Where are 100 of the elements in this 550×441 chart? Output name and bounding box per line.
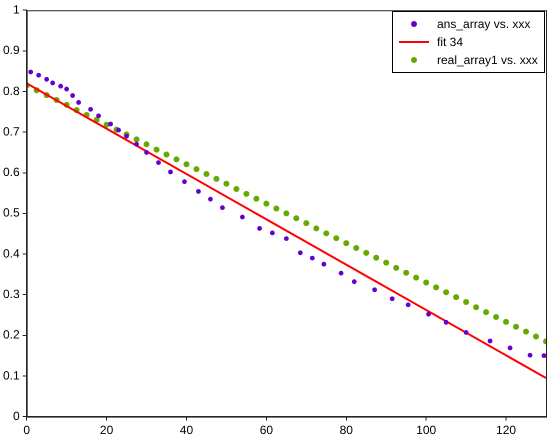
point [444, 320, 449, 325]
point [220, 205, 225, 210]
legend-label: fit 34 [437, 35, 464, 50]
point [443, 289, 450, 296]
x-tick-label: 40 [180, 423, 194, 438]
point [513, 324, 520, 330]
point [310, 256, 315, 261]
x-tick-label: 60 [260, 423, 274, 438]
legend-label: ans_array vs. xxx [437, 17, 530, 32]
point [464, 330, 469, 335]
point [270, 230, 275, 236]
point [372, 287, 378, 292]
point [213, 176, 220, 182]
point [70, 93, 76, 98]
y-tick-label: 0.1 [2, 368, 20, 382]
point [352, 279, 357, 284]
x-tick-label: 80 [340, 423, 354, 438]
y-tick-label: 0 [12, 408, 20, 423]
point [523, 328, 530, 335]
point [144, 150, 149, 155]
point [50, 80, 56, 86]
point [528, 352, 532, 358]
point [542, 353, 546, 358]
point [203, 170, 210, 177]
y-tick-label: 0.8 [2, 84, 20, 98]
point [321, 262, 326, 267]
point [298, 250, 303, 256]
point [223, 180, 230, 187]
point [284, 236, 289, 241]
point [333, 235, 340, 242]
x-tick-label: 100 [416, 423, 436, 438]
point [353, 244, 360, 251]
point [343, 240, 350, 246]
point [240, 214, 245, 220]
point [453, 294, 460, 300]
point [134, 142, 139, 147]
point [96, 113, 101, 118]
point [28, 70, 34, 74]
point [403, 270, 410, 276]
point [483, 309, 490, 316]
point [323, 230, 330, 236]
y-tick-label: 0.5 [2, 206, 20, 220]
point [116, 128, 121, 132]
point [243, 190, 250, 197]
point [313, 225, 320, 232]
point [393, 264, 400, 271]
point [183, 161, 190, 168]
point [173, 156, 180, 162]
point [263, 200, 270, 207]
point [76, 100, 82, 105]
point [44, 76, 50, 82]
point [154, 146, 160, 153]
point [193, 166, 200, 172]
x-tick-label: 20 [100, 423, 114, 438]
point [196, 189, 201, 194]
point [508, 346, 512, 350]
y-tick-label: 0.3 [2, 286, 20, 301]
point [64, 86, 70, 92]
point [293, 215, 300, 222]
y-tick-label: 0.2 [2, 328, 20, 342]
y-tick-label: 0.7 [2, 124, 20, 138]
y-tick-label: 0.6 [2, 165, 20, 180]
y-tick-label: 0.4 [2, 246, 20, 260]
point [168, 170, 173, 174]
point [303, 220, 310, 226]
point [58, 84, 64, 89]
point [413, 274, 420, 281]
x-tick-label: 120 [496, 423, 516, 438]
point [283, 210, 290, 216]
point [156, 160, 161, 165]
point [406, 302, 411, 308]
point [257, 226, 262, 231]
point [423, 279, 430, 286]
point [363, 250, 370, 256]
point [208, 196, 213, 202]
point [503, 318, 510, 325]
x-tick-label: 0 [23, 423, 30, 438]
point [36, 72, 42, 78]
point [273, 206, 280, 212]
point [373, 254, 380, 261]
point [390, 296, 395, 302]
point [433, 284, 440, 290]
point [338, 270, 344, 276]
y-tick-label: 1 [12, 2, 20, 17]
point [108, 122, 113, 126]
point [233, 186, 240, 192]
point [253, 196, 260, 202]
point [533, 334, 540, 340]
point [144, 141, 150, 148]
point [88, 106, 93, 112]
point [473, 304, 480, 310]
point [488, 338, 492, 344]
point [134, 136, 140, 142]
point [383, 260, 390, 266]
y-tick-label: 0.9 [2, 43, 20, 58]
point [493, 314, 500, 320]
point [463, 298, 470, 305]
point [164, 151, 170, 158]
point [426, 312, 431, 317]
point [182, 179, 187, 184]
